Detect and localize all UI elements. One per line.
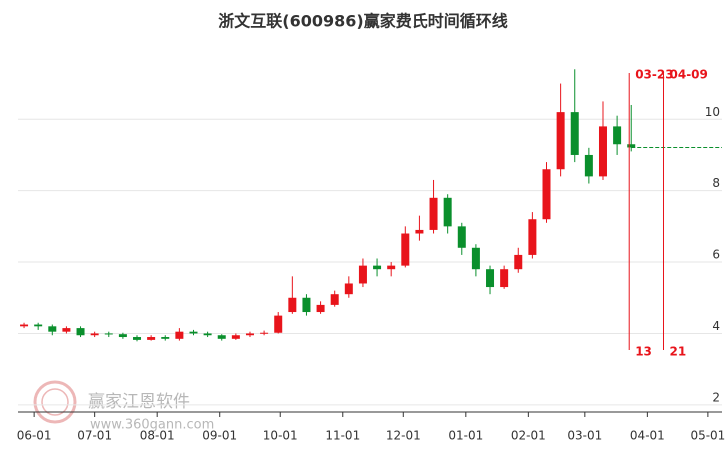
candle-body: [175, 331, 184, 339]
candle-body: [415, 229, 424, 234]
candle-body: [104, 333, 113, 335]
y-tick-label: 2: [712, 390, 720, 404]
x-tick-label: 02-01: [511, 429, 546, 443]
cycle-count-label: 21: [670, 345, 687, 359]
x-tick-label: 01-01: [448, 429, 483, 443]
candle-body: [203, 333, 212, 336]
watermark-url: www.360gann.com: [90, 418, 214, 433]
candle-body: [373, 265, 382, 270]
x-tick-label: 10-01: [263, 429, 298, 443]
cycle-date-label: 03-23: [635, 68, 673, 82]
candle-body: [316, 304, 325, 313]
candle-body: [161, 337, 170, 339]
chart-title: 浙文互联(600986)赢家费氏时间循环线: [218, 12, 507, 31]
candle-body: [486, 269, 495, 288]
candle-body: [598, 126, 607, 177]
candle-body: [245, 333, 254, 336]
candle-body: [20, 324, 29, 327]
watermark-name: 赢家江恩软件: [88, 392, 190, 412]
candle-body: [189, 331, 198, 334]
candle-body: [90, 333, 99, 336]
candle-body: [34, 324, 43, 327]
x-tick-label: 05-01: [690, 429, 725, 443]
x-tick-label: 07-01: [77, 429, 112, 443]
candle-body: [133, 337, 142, 340]
candle-body: [260, 332, 269, 334]
candle-body: [48, 326, 57, 332]
candle-body: [500, 269, 509, 288]
candle-body: [274, 315, 283, 333]
x-tick-label: 04-01: [630, 429, 665, 443]
x-tick-label: 09-01: [202, 429, 237, 443]
candle-body: [344, 283, 353, 295]
x-tick-label: 11-01: [325, 429, 360, 443]
candle-body: [330, 294, 339, 305]
candle-body: [584, 154, 593, 177]
candle-body: [627, 144, 636, 148]
candle-body: [288, 297, 297, 313]
candle-body: [514, 254, 523, 270]
candle-body: [401, 233, 410, 266]
cycle-count-label: 13: [635, 345, 652, 359]
candle-body: [429, 197, 438, 230]
candle-body: [217, 335, 226, 339]
candle-body: [358, 265, 367, 284]
candle-body: [76, 328, 85, 336]
candle-body: [556, 112, 565, 170]
cycle-date-label: 04-09: [670, 68, 708, 82]
candle-body: [542, 169, 551, 220]
candle-body: [471, 247, 480, 270]
x-tick-label: 03-01: [567, 429, 602, 443]
watermark-logo: [33, 380, 77, 424]
candle-body: [528, 219, 537, 255]
x-tick-label: 06-01: [17, 429, 52, 443]
y-tick-label: 10: [705, 105, 720, 119]
y-tick-label: 6: [712, 248, 720, 262]
candle-body: [231, 335, 240, 339]
candle-body: [570, 112, 579, 155]
y-tick-label: 8: [712, 176, 720, 190]
candle-body: [62, 328, 71, 332]
candle-body: [147, 337, 156, 340]
candle-body: [457, 226, 466, 248]
candle-body: [302, 297, 311, 313]
candle-body: [387, 265, 396, 270]
x-tick-label: 08-01: [140, 429, 175, 443]
candle-body: [443, 197, 452, 227]
candle-body: [613, 126, 622, 145]
candle-body: [118, 334, 127, 338]
y-tick-label: 4: [712, 319, 720, 333]
x-tick-label: 12-01: [386, 429, 421, 443]
